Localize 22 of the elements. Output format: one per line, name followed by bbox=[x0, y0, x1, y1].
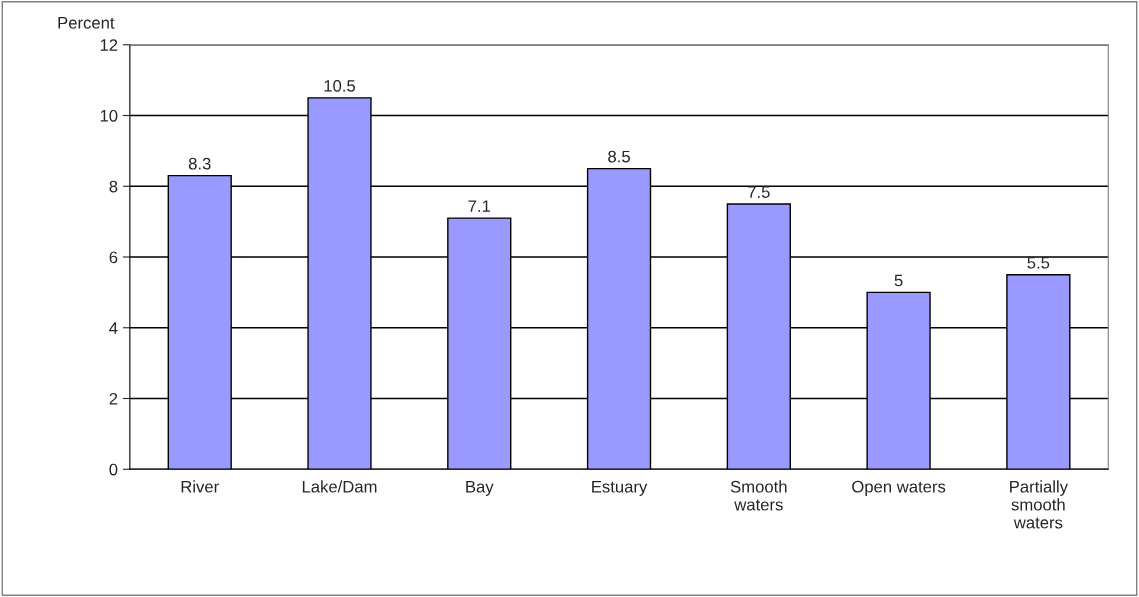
y-tick-label: 8 bbox=[109, 180, 118, 193]
x-tick-label: Estuary bbox=[592, 480, 648, 496]
y-tick-label: 12 bbox=[100, 39, 118, 51]
data-label: 5.5 bbox=[1027, 256, 1050, 269]
x-tick-label: River bbox=[181, 480, 219, 493]
y-tick-label: 2 bbox=[109, 392, 118, 405]
data-label: 7.1 bbox=[468, 200, 491, 212]
x-tick-label: Bay bbox=[466, 480, 494, 496]
x-tick-label: Open waters bbox=[852, 480, 946, 496]
y-axis-title: Percent bbox=[58, 17, 115, 29]
x-tick-label: Lake/Dam bbox=[302, 480, 377, 493]
y-tick-label: 10 bbox=[100, 109, 118, 122]
x-tick-label: Partially smooth waters bbox=[1010, 480, 1068, 529]
data-label: 8.5 bbox=[608, 150, 630, 163]
data-label: 5 bbox=[894, 274, 903, 287]
y-tick-label: 6 bbox=[109, 251, 118, 264]
data-label: 10.5 bbox=[324, 79, 356, 92]
y-tick-label: 0 bbox=[109, 463, 118, 476]
data-label: 8.3 bbox=[188, 157, 211, 170]
data-label: 7.5 bbox=[748, 186, 770, 198]
y-tick-label: 4 bbox=[109, 322, 118, 334]
x-tick-label: Smooth waters bbox=[730, 480, 787, 511]
